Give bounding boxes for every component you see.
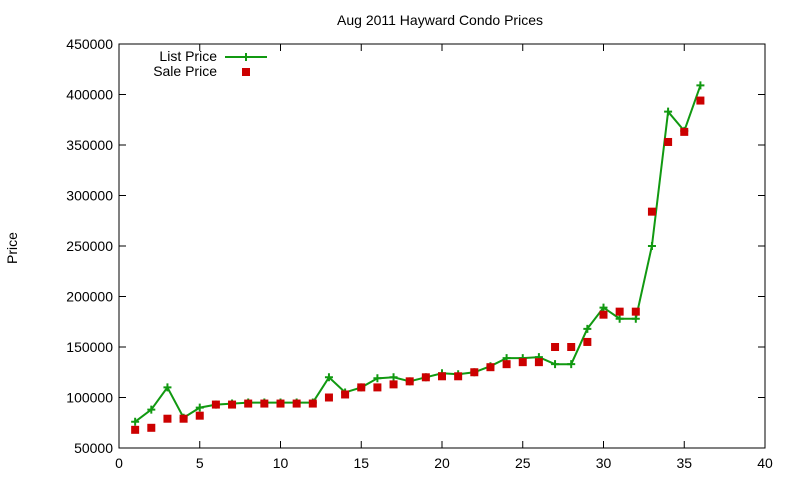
- series-layer: [131, 81, 705, 434]
- y-tick-label: 250000: [66, 238, 113, 254]
- list-price-point: [647, 242, 656, 250]
- y-tick-label: 350000: [66, 137, 113, 153]
- x-tick-label: 5: [196, 455, 204, 471]
- sale-price-point: [163, 414, 172, 423]
- y-tick-label: 200000: [66, 289, 113, 305]
- sale-price-point: [211, 400, 220, 409]
- sale-price-point: [696, 96, 705, 105]
- legend: List Price Sale Price: [153, 48, 267, 79]
- sale-price-point: [599, 310, 608, 319]
- sale-price-point: [373, 383, 382, 392]
- legend-square-sale-price: [242, 68, 250, 76]
- series-line-list-price: [134, 85, 702, 423]
- sale-price-point: [179, 414, 188, 423]
- sale-price-point: [583, 337, 592, 346]
- sale-price-point: [680, 127, 689, 136]
- sale-price-point: [276, 399, 285, 408]
- x-tick-label: 40: [757, 455, 773, 471]
- sale-price-point: [389, 380, 398, 389]
- sale-price-point: [357, 383, 366, 392]
- list-price-point: [599, 303, 608, 312]
- sale-price-point: [664, 137, 673, 146]
- x-tick-label: 35: [676, 455, 692, 471]
- list-price-point: [195, 403, 204, 412]
- list-price-point: [696, 81, 705, 90]
- legend-label-sale-price: Sale Price: [153, 63, 217, 79]
- sale-price-point: [341, 390, 350, 399]
- list-price-point: [567, 360, 576, 369]
- x-tick-label: 25: [515, 455, 531, 471]
- sale-price-point: [292, 399, 301, 408]
- x-tick-label: 10: [273, 455, 289, 471]
- y-tick-label: 150000: [66, 339, 113, 355]
- sale-price-point: [228, 400, 237, 409]
- x-tick-label: 0: [115, 455, 123, 471]
- sale-price-point: [631, 307, 640, 316]
- y-tick-label: 300000: [66, 188, 113, 204]
- x-tick-label: 30: [596, 455, 612, 471]
- legend-label-list-price: List Price: [159, 48, 217, 64]
- list-price-point: [615, 314, 624, 323]
- axis-ticks: 0 5 10 15 20 25 30 35 40 50000 100000 150000 200000 2…: [66, 36, 773, 471]
- list-price-point: [551, 360, 560, 369]
- sale-price-point: [470, 368, 479, 377]
- sale-price-point: [421, 373, 430, 382]
- list-price-point: [664, 107, 673, 116]
- list-price-point: [163, 383, 172, 392]
- sale-price-point: [615, 307, 624, 316]
- sale-price-point: [518, 358, 527, 367]
- sale-price-point: [486, 363, 495, 372]
- y-tick-label: 100000: [66, 390, 113, 406]
- sale-price-point: [195, 411, 204, 420]
- legend-cross-list-price: [242, 53, 250, 61]
- sale-price-point: [438, 372, 446, 381]
- sale-price-point: [502, 360, 511, 369]
- sale-price-point: [244, 399, 253, 408]
- list-price-point: [147, 405, 156, 414]
- sale-price-point: [534, 358, 543, 367]
- list-price-point: [631, 314, 640, 323]
- list-price-point: [324, 373, 333, 382]
- sale-price-point: [308, 399, 317, 408]
- list-price-point: [583, 324, 592, 333]
- sale-price-point: [260, 399, 269, 408]
- y-axis-label: Price: [4, 232, 20, 264]
- sale-price-point: [567, 343, 576, 351]
- sale-price-point: [454, 372, 463, 381]
- plot-frame: [118, 43, 766, 449]
- sale-price-point: [147, 423, 156, 432]
- sale-price-point: [405, 377, 414, 386]
- list-price-point: [389, 373, 398, 382]
- sale-price-point: [647, 207, 656, 216]
- list-price-point: [373, 374, 382, 383]
- list-price-point: [131, 417, 140, 426]
- sale-price-point: [324, 393, 333, 402]
- sale-price-point: [551, 343, 560, 351]
- y-tick-label: 50000: [74, 440, 113, 456]
- y-tick-label: 450000: [66, 36, 113, 52]
- sale-price-point: [131, 425, 140, 434]
- x-tick-label: 20: [434, 455, 450, 471]
- x-tick-label: 15: [353, 455, 369, 471]
- chart-title: Aug 2011 Hayward Condo Prices: [337, 12, 543, 28]
- y-tick-label: 400000: [66, 87, 113, 103]
